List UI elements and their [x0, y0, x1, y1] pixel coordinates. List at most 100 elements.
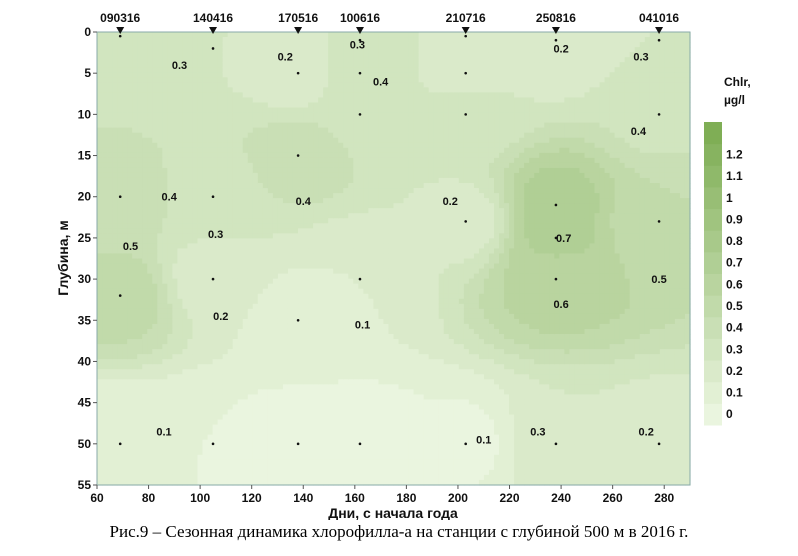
contour-cell: [202, 434, 209, 441]
contour-cell: [292, 243, 299, 250]
contour-cell: [308, 162, 314, 169]
contour-cell: [167, 253, 173, 260]
contour-cell: [333, 429, 339, 436]
contour-cell: [182, 72, 189, 78]
contour-cell: [282, 308, 289, 315]
contour-cell: [267, 288, 274, 295]
contour-cell: [287, 213, 294, 219]
contour-cell: [237, 82, 244, 88]
contour-cell: [147, 208, 153, 214]
contour-cell: [202, 32, 209, 38]
contour-cell: [308, 62, 314, 68]
contour-cell: [287, 132, 294, 139]
contour-cell: [323, 183, 329, 189]
contour-cell: [277, 112, 284, 119]
contour-cell: [242, 459, 249, 466]
contour-cell: [287, 157, 294, 164]
contour-cell: [247, 429, 254, 436]
contour-cell: [187, 318, 194, 325]
contour-cell: [272, 268, 279, 275]
contour-cell: [227, 253, 234, 260]
contour-cell: [338, 344, 344, 350]
contour-cell: [182, 233, 189, 239]
contour-cell: [197, 238, 204, 244]
contour-cell: [137, 57, 143, 63]
contour-cell: [227, 203, 234, 209]
contour-cell: [217, 364, 224, 370]
contour-cell: [217, 37, 224, 43]
contour-cell: [107, 122, 113, 129]
contour-cell: [252, 52, 259, 58]
contour-cell: [298, 208, 304, 214]
contour-cell: [232, 268, 239, 275]
contour-cell: [187, 157, 194, 164]
contour-cell: [303, 339, 309, 345]
contour-cell: [182, 122, 189, 129]
contour-cell: [298, 132, 304, 139]
contour-cell: [252, 379, 259, 385]
contour-cell: [368, 223, 374, 229]
contour-cell: [162, 77, 168, 83]
contour-cell: [252, 449, 259, 456]
contour-cell: [207, 152, 214, 159]
contour-cell: [217, 454, 224, 461]
contour-cell: [267, 198, 274, 204]
contour-cell: [237, 198, 244, 204]
contour-cell: [303, 434, 309, 441]
contour-cell: [353, 37, 359, 43]
contour-cell: [353, 479, 359, 486]
contour-cell: [207, 293, 214, 300]
contour-cell: [287, 77, 294, 83]
contour-cell: [127, 137, 133, 144]
contour-cell: [212, 177, 219, 184]
contour-cell: [187, 434, 194, 441]
contour-cell: [222, 389, 229, 395]
contour-cell: [247, 42, 254, 48]
contour-cell: [292, 429, 299, 436]
contour-cell: [333, 379, 339, 385]
contour-cell: [207, 203, 214, 209]
contour-cell: [127, 268, 133, 275]
contour-cell: [157, 313, 163, 320]
contour-cell: [267, 117, 274, 124]
contour-cell: [212, 404, 219, 411]
contour-cell: [122, 389, 128, 395]
contour-cell: [187, 127, 194, 134]
contour-cell: [192, 474, 199, 481]
contour-cell: [257, 409, 264, 416]
contour-cell: [232, 349, 239, 355]
contour-cell: [303, 198, 309, 204]
contour-cell: [227, 394, 234, 401]
contour-cell: [373, 107, 380, 114]
contour-cell: [353, 334, 359, 340]
contour-cell: [318, 82, 324, 88]
contour-cell: [333, 334, 339, 340]
contour-cell: [202, 278, 209, 285]
contour-cell: [197, 248, 204, 255]
contour-cell: [287, 364, 294, 370]
contour-cell: [368, 434, 374, 441]
contour-cell: [232, 394, 239, 401]
contour-cell: [257, 394, 264, 401]
contour-cell: [122, 127, 128, 134]
contour-cell: [132, 283, 138, 290]
contour-cell: [217, 394, 224, 401]
contour-cell: [247, 228, 254, 234]
contour-cell: [157, 339, 163, 345]
contour-cell: [192, 233, 199, 239]
contour-cell: [162, 313, 168, 320]
contour-cell: [343, 82, 349, 88]
contour-cell: [182, 308, 189, 315]
contour-cell: [353, 364, 359, 370]
contour-cell: [222, 67, 229, 73]
contour-cell: [363, 223, 369, 229]
contour-cell: [368, 439, 374, 446]
contour-cell: [162, 323, 168, 330]
contour-cell: [107, 389, 113, 395]
contour-cell: [328, 439, 334, 446]
contour-cell: [242, 223, 249, 229]
contour-cell: [227, 303, 234, 310]
contour-cell: [177, 167, 184, 174]
contour-cell: [197, 278, 204, 285]
contour-cell: [157, 72, 163, 78]
